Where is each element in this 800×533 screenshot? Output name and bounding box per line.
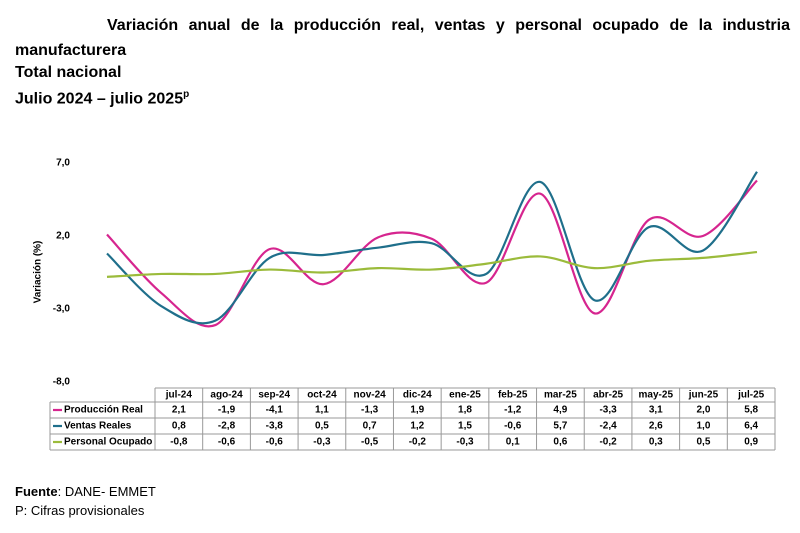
table-value: -0,6 xyxy=(266,437,284,448)
y-tick-label: 7,0 xyxy=(56,158,70,169)
table-value: 0,5 xyxy=(697,437,711,448)
table-value: 2,1 xyxy=(172,405,186,416)
x-tick-label: may-25 xyxy=(639,390,674,401)
table-value: 0,5 xyxy=(315,421,329,432)
series-line xyxy=(106,250,758,278)
x-tick-label: mar-25 xyxy=(544,390,577,401)
table-value: 2,6 xyxy=(649,421,663,432)
table-value: -1,9 xyxy=(218,405,236,416)
table-value: 0,6 xyxy=(553,437,567,448)
table-value: -1,3 xyxy=(361,405,379,416)
table-value: 5,7 xyxy=(553,421,567,432)
table-value: -0,3 xyxy=(456,437,474,448)
table-value: 1,0 xyxy=(697,421,711,432)
y-tick-label: -8,0 xyxy=(53,377,71,388)
table-value: -0,8 xyxy=(170,437,188,448)
legend-label: Personal Ocupado xyxy=(64,437,152,448)
table-value: -0,2 xyxy=(599,437,617,448)
table-value: 6,4 xyxy=(744,421,758,432)
x-tick-label: ago-24 xyxy=(210,390,243,401)
table-value: -3,8 xyxy=(266,421,284,432)
series-line xyxy=(106,171,758,325)
table-value: 0,7 xyxy=(363,421,377,432)
chart-title: Variación anual de la producción real, v… xyxy=(15,17,790,59)
superscript: p xyxy=(183,89,190,100)
legend-label: Producción Real xyxy=(64,405,143,416)
table-value: 1,2 xyxy=(410,421,424,432)
y-axis-label: Variación (%) xyxy=(33,241,44,304)
source-text: : DANE- EMMET xyxy=(57,484,156,499)
y-tick-label: -3,0 xyxy=(53,304,71,315)
table-value: -0,2 xyxy=(409,437,427,448)
note: P: Cifras provisionales xyxy=(15,503,145,518)
table-value: 0,8 xyxy=(172,421,186,432)
table-value: 4,9 xyxy=(553,405,567,416)
x-tick-label: dic-24 xyxy=(403,390,432,401)
legend-label: Ventas Reales xyxy=(64,421,132,432)
table-value: 1,9 xyxy=(410,405,424,416)
x-tick-label: nov-24 xyxy=(353,390,386,401)
y-tick-label: 2,0 xyxy=(56,231,70,242)
x-tick-label: oct-24 xyxy=(307,390,337,401)
table-value: -0,5 xyxy=(361,437,379,448)
x-tick-label: feb-25 xyxy=(498,390,528,401)
table-value: -0,6 xyxy=(504,421,522,432)
table-value: -0,6 xyxy=(218,437,236,448)
table-value: -0,3 xyxy=(313,437,331,448)
subtitle: Total nacional xyxy=(15,64,122,81)
table-value: 1,8 xyxy=(458,405,472,416)
table-value: -4,1 xyxy=(266,405,284,416)
x-tick-label: jul-25 xyxy=(737,390,765,401)
x-tick-label: sep-24 xyxy=(258,390,290,401)
table-value: 5,8 xyxy=(744,405,758,416)
source: Fuente: DANE- EMMET xyxy=(15,484,156,499)
table-value: 3,1 xyxy=(649,405,663,416)
table-value: 0,1 xyxy=(506,437,520,448)
table-value: -1,2 xyxy=(504,405,522,416)
x-tick-label: jun-25 xyxy=(688,390,719,401)
series-line xyxy=(106,179,758,328)
table-value: -3,3 xyxy=(599,405,617,416)
table-value: -2,8 xyxy=(218,421,236,432)
period: Julio 2024 – julio 2025 xyxy=(15,90,184,108)
table-value: -2,4 xyxy=(599,421,617,432)
table-value: 0,9 xyxy=(744,437,758,448)
table-value: 2,0 xyxy=(697,405,711,416)
subtitle-line: Julio 2024 – julio 2025p xyxy=(15,89,189,108)
source-label: Fuente xyxy=(15,484,58,499)
x-tick-label: abr-25 xyxy=(593,390,623,401)
x-tick-label: ene-25 xyxy=(449,390,481,401)
table-value: 0,3 xyxy=(649,437,663,448)
table-value: 1,5 xyxy=(458,421,472,432)
x-tick-label: jul-24 xyxy=(165,390,193,401)
table-value: 1,1 xyxy=(315,405,329,416)
